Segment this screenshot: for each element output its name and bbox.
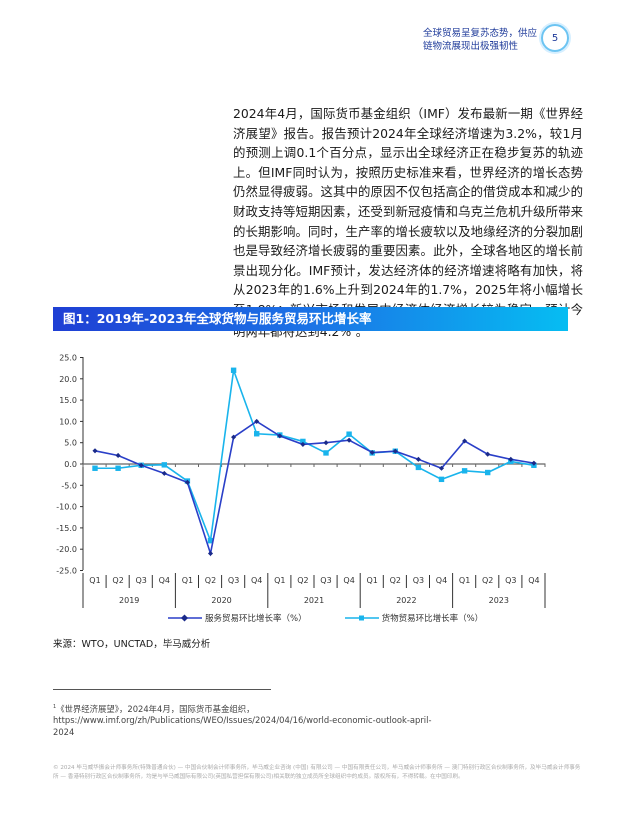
y-tick-label: -5.0 bbox=[61, 481, 77, 490]
data-point-marker bbox=[485, 469, 491, 476]
footnote: 1《世界经济展望》，2024年4月，国际货币基金组织， https://www.i… bbox=[53, 702, 433, 738]
figure-title-banner: 图1：2019年-2023年全球货物与服务贸易环比增长率 bbox=[53, 307, 568, 331]
footnote-url-link[interactable]: https://www.imf.org/zh/Publications/WEO/… bbox=[53, 715, 432, 737]
y-tick-label: -10.0 bbox=[56, 503, 77, 512]
x-quarter-label: Q3 bbox=[136, 576, 147, 585]
section-header-title: 全球贸易呈复苏态势，供应链物流展现出极强韧性 bbox=[423, 28, 538, 52]
x-quarter-label: Q1 bbox=[182, 576, 193, 585]
data-point-marker bbox=[346, 437, 352, 443]
footnote-number: 1 bbox=[53, 704, 57, 710]
copyright-notice: © 2024 毕马威华振会计师事务所(特殊普通合伙) — 中国合伙制会计师事务所… bbox=[53, 765, 581, 780]
footnote-divider bbox=[53, 689, 271, 690]
series-line bbox=[94, 420, 535, 557]
chart-legend: 服务贸易环比增长率（%） 货物贸易环比增长率（%） bbox=[168, 612, 483, 624]
data-point-marker bbox=[207, 537, 214, 544]
x-year-label: 2020 bbox=[211, 596, 231, 605]
data-point-marker bbox=[115, 465, 121, 471]
x-quarter-label: Q2 bbox=[482, 576, 493, 585]
data-point-marker bbox=[230, 367, 237, 373]
legend-item-services: 服务贸易环比增长率（%） bbox=[168, 612, 307, 624]
data-point-marker bbox=[254, 431, 260, 437]
x-quarter-label: Q4 bbox=[528, 576, 539, 585]
data-point-marker bbox=[138, 462, 144, 468]
legend-label-goods: 货物贸易环比增长率（%） bbox=[381, 614, 484, 624]
y-tick-label: 10.0 bbox=[59, 417, 77, 426]
x-quarter-label: Q4 bbox=[159, 576, 170, 585]
legend-item-goods: 货物贸易环比增长率（%） bbox=[344, 612, 484, 624]
x-quarter-label: Q1 bbox=[459, 576, 470, 585]
x-quarter-label: Q3 bbox=[228, 576, 239, 585]
y-tick-label: -15.0 bbox=[56, 524, 77, 533]
y-tick-label: 5.0 bbox=[64, 439, 77, 448]
legend-label-services: 服务贸易环比增长率（%） bbox=[205, 614, 307, 624]
line-chart: 25.0 20.0 15.0 10.0 5.0 0.0 -5.0 -10.0 -15.0 -20.… bbox=[0, 340, 622, 630]
x-quarter-label: Q3 bbox=[505, 576, 516, 585]
body-paragraph: 2024年4月，国际货币基金组织（IMF）发布最新一期《世界经济展望》报告。报告… bbox=[233, 104, 583, 341]
x-quarter-label: Q4 bbox=[436, 576, 447, 585]
x-quarter-label: Q3 bbox=[320, 576, 331, 585]
data-point-marker bbox=[115, 452, 121, 459]
y-tick-label: -25.0 bbox=[56, 567, 77, 576]
data-point-marker bbox=[323, 450, 329, 456]
x-quarter-label: Q3 bbox=[413, 576, 424, 585]
chart-canvas: 25.0 20.0 15.0 10.0 5.0 0.0 -5.0 -10.0 -15.0 -20.… bbox=[56, 354, 546, 608]
figure-source: 来源：WTO，UNCTAD，毕马威分析 bbox=[53, 639, 211, 650]
data-point-marker bbox=[438, 476, 445, 483]
data-point-marker bbox=[415, 456, 421, 462]
x-year-label: 2022 bbox=[396, 596, 416, 605]
data-point-marker bbox=[300, 438, 306, 445]
footnote-text: 《世界经济展望》，2024年4月，国际货币基金组织， bbox=[56, 703, 255, 714]
data-point-marker bbox=[231, 434, 237, 440]
x-quarter-label: Q4 bbox=[251, 576, 262, 585]
data-point-marker bbox=[461, 468, 468, 474]
x-quarter-label: Q1 bbox=[274, 576, 285, 585]
y-tick-label: -20.0 bbox=[56, 545, 77, 554]
y-tick-label: 0.0 bbox=[64, 460, 77, 469]
page-number: 5 bbox=[551, 32, 559, 44]
data-point-marker bbox=[92, 448, 98, 454]
data-point-marker bbox=[415, 464, 422, 471]
x-quarter-label: Q2 bbox=[205, 576, 216, 585]
x-quarter-label: Q2 bbox=[112, 576, 123, 585]
data-point-marker bbox=[184, 479, 190, 485]
data-point-marker bbox=[531, 460, 537, 466]
y-tick-label: 15.0 bbox=[59, 396, 77, 405]
data-point-marker bbox=[323, 440, 329, 446]
data-point-marker bbox=[161, 470, 167, 476]
x-year-label: 2021 bbox=[304, 596, 324, 605]
data-point-marker bbox=[346, 431, 352, 437]
series-line bbox=[95, 370, 535, 541]
x-year-label: 2023 bbox=[489, 596, 509, 605]
x-quarter-label: Q1 bbox=[367, 576, 378, 585]
y-tick-label: 25.0 bbox=[59, 354, 77, 363]
x-quarter-label: Q2 bbox=[297, 576, 308, 585]
data-point-marker bbox=[462, 438, 468, 444]
goods-line-marker-icon bbox=[344, 615, 379, 621]
data-point-marker bbox=[207, 550, 214, 557]
services-line-marker-icon bbox=[168, 614, 202, 622]
x-year-label: 2019 bbox=[119, 596, 139, 605]
x-quarter-label: Q2 bbox=[390, 576, 401, 585]
y-tick-label: 20.0 bbox=[59, 375, 77, 384]
data-point-marker bbox=[161, 462, 167, 468]
page-number-badge: 5 bbox=[541, 24, 569, 52]
x-quarter-label: Q1 bbox=[89, 576, 100, 585]
paragraph-text: 2024年4月，国际货币基金组织（IMF）发布最新一期《世界经济展望》报告。报告… bbox=[233, 106, 583, 339]
x-quarter-label: Q4 bbox=[343, 576, 354, 585]
data-point-marker bbox=[92, 465, 98, 471]
